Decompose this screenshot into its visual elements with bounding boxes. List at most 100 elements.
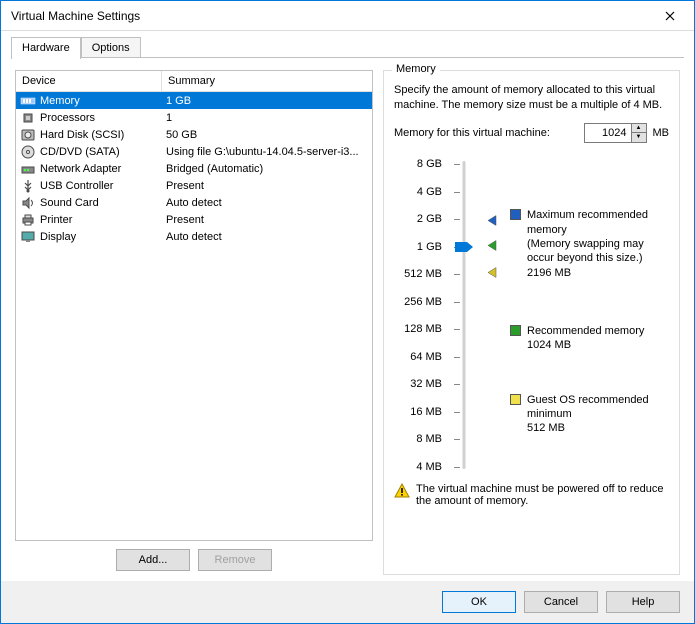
- device-summary: 1: [162, 112, 372, 124]
- device-summary: Present: [162, 180, 372, 192]
- device-list-header: Device Summary: [16, 71, 372, 92]
- memory-unit: MB: [653, 127, 670, 139]
- slider-pointers: [486, 155, 502, 475]
- tick-label: 2 GB: [417, 213, 442, 225]
- device-row[interactable]: USB Controller Present: [16, 177, 372, 194]
- legend-item: Guest OS recommended minimum512 MB: [510, 393, 669, 436]
- memory-warning: The virtual machine must be powered off …: [394, 483, 669, 507]
- legend-text: Recommended memory1024 MB: [527, 324, 644, 353]
- device-list: Device Summary Memory 1 GB Processors 1 Hard…: [15, 70, 373, 541]
- memory-input-row: Memory for this virtual machine: ▲ ▼ MB: [394, 123, 669, 143]
- settings-window: Virtual Machine Settings Hardware Option…: [0, 0, 695, 624]
- tick-label: 128 MB: [404, 323, 442, 335]
- legend-item: Maximum recommended memory(Memory swappi…: [510, 208, 669, 279]
- device-row[interactable]: Processors 1: [16, 109, 372, 126]
- device-name: USB Controller: [40, 180, 113, 192]
- net-icon: [20, 161, 36, 177]
- device-name: Network Adapter: [40, 163, 121, 175]
- content-area: Device Summary Memory 1 GB Processors 1 Hard…: [1, 58, 694, 581]
- device-buttons: Add... Remove: [15, 541, 373, 575]
- display-icon: [20, 229, 36, 245]
- device-row[interactable]: Memory 1 GB: [16, 92, 372, 109]
- spinner-up-icon[interactable]: ▲: [632, 124, 646, 133]
- device-name: CD/DVD (SATA): [40, 146, 120, 158]
- ok-button[interactable]: OK: [442, 591, 516, 613]
- slider-legend: Maximum recommended memory(Memory swappi…: [510, 155, 669, 475]
- memory-input-label: Memory for this virtual machine:: [394, 127, 550, 139]
- memory-description: Specify the amount of memory allocated t…: [394, 83, 669, 113]
- memory-icon: [20, 93, 36, 109]
- spinner-down-icon[interactable]: ▼: [632, 133, 646, 142]
- device-summary: Present: [162, 214, 372, 226]
- printer-icon: [20, 212, 36, 228]
- tick-label: 4 GB: [417, 186, 442, 198]
- header-summary[interactable]: Summary: [162, 71, 372, 91]
- device-summary: Using file G:\ubuntu-14.04.5-server-i3..…: [162, 146, 372, 158]
- cpu-icon: [20, 110, 36, 126]
- tick-label: 4 MB: [416, 461, 442, 473]
- device-row[interactable]: Network Adapter Bridged (Automatic): [16, 160, 372, 177]
- titlebar: Virtual Machine Settings: [1, 1, 694, 31]
- legend-swatch: [510, 209, 521, 220]
- tick-label: 8 GB: [417, 158, 442, 170]
- device-name: Processors: [40, 112, 95, 124]
- right-panel: Memory Specify the amount of memory allo…: [383, 70, 680, 575]
- device-name: Printer: [40, 214, 72, 226]
- warning-icon: [394, 483, 410, 502]
- device-row[interactable]: Hard Disk (SCSI) 50 GB: [16, 126, 372, 143]
- close-icon[interactable]: [648, 2, 692, 30]
- tick-label: 32 MB: [410, 378, 442, 390]
- device-summary: Bridged (Automatic): [162, 163, 372, 175]
- device-summary: Auto detect: [162, 231, 372, 243]
- tab-hardware[interactable]: Hardware: [11, 37, 81, 59]
- device-summary: 1 GB: [162, 95, 372, 107]
- device-name: Display: [40, 231, 76, 243]
- cd-icon: [20, 144, 36, 160]
- tick-label: 512 MB: [404, 268, 442, 280]
- legend-swatch: [510, 394, 521, 405]
- legend-text: Guest OS recommended minimum512 MB: [527, 393, 669, 436]
- memory-spinner[interactable]: ▲ ▼: [584, 123, 647, 143]
- device-name: Sound Card: [40, 197, 99, 209]
- device-summary: 50 GB: [162, 129, 372, 141]
- remove-button[interactable]: Remove: [198, 549, 272, 571]
- tab-options[interactable]: Options: [81, 37, 141, 58]
- header-device[interactable]: Device: [16, 71, 162, 91]
- slider-thumb[interactable]: [455, 242, 473, 252]
- tick-label: 64 MB: [410, 351, 442, 363]
- window-title: Virtual Machine Settings: [11, 9, 648, 23]
- legend-swatch: [510, 325, 521, 336]
- device-name: Memory: [40, 95, 80, 107]
- slider-tick-labels: 8 GB 4 GB 2 GB 1 GB 512 MB 256 MB 128 MB 64 MB 3…: [394, 155, 442, 475]
- device-row[interactable]: CD/DVD (SATA) Using file G:\ubuntu-14.04.…: [16, 143, 372, 160]
- add-button[interactable]: Add...: [116, 549, 190, 571]
- warning-text: The virtual machine must be powered off …: [416, 483, 669, 507]
- help-button[interactable]: Help: [606, 591, 680, 613]
- device-row[interactable]: Printer Present: [16, 211, 372, 228]
- dialog-footer: OK Cancel Help: [1, 581, 694, 623]
- memory-slider[interactable]: [450, 155, 478, 475]
- memory-slider-area: 8 GB 4 GB 2 GB 1 GB 512 MB 256 MB 128 MB 64 MB 3…: [394, 155, 669, 475]
- memory-input[interactable]: [584, 123, 632, 143]
- legend-item: Recommended memory1024 MB: [510, 324, 644, 353]
- tick-label: 256 MB: [404, 296, 442, 308]
- pointer-max-icon: [486, 215, 498, 230]
- tick-label: 1 GB: [417, 241, 442, 253]
- device-name: Hard Disk (SCSI): [40, 129, 124, 141]
- disk-icon: [20, 127, 36, 143]
- cancel-button[interactable]: Cancel: [524, 591, 598, 613]
- pointer-rec-icon: [486, 239, 498, 254]
- device-row[interactable]: Display Auto detect: [16, 228, 372, 245]
- pointer-guest-icon: [486, 267, 498, 282]
- legend-text: Maximum recommended memory(Memory swappi…: [527, 208, 669, 279]
- tick-label: 8 MB: [416, 433, 442, 445]
- left-panel: Device Summary Memory 1 GB Processors 1 Hard…: [15, 70, 373, 575]
- tick-label: 16 MB: [410, 406, 442, 418]
- tabstrip: Hardware Options: [1, 31, 694, 58]
- usb-icon: [20, 178, 36, 194]
- device-row[interactable]: Sound Card Auto detect: [16, 194, 372, 211]
- sound-icon: [20, 195, 36, 211]
- memory-groupbox: Memory Specify the amount of memory allo…: [383, 70, 680, 575]
- device-summary: Auto detect: [162, 197, 372, 209]
- groupbox-label: Memory: [392, 63, 440, 75]
